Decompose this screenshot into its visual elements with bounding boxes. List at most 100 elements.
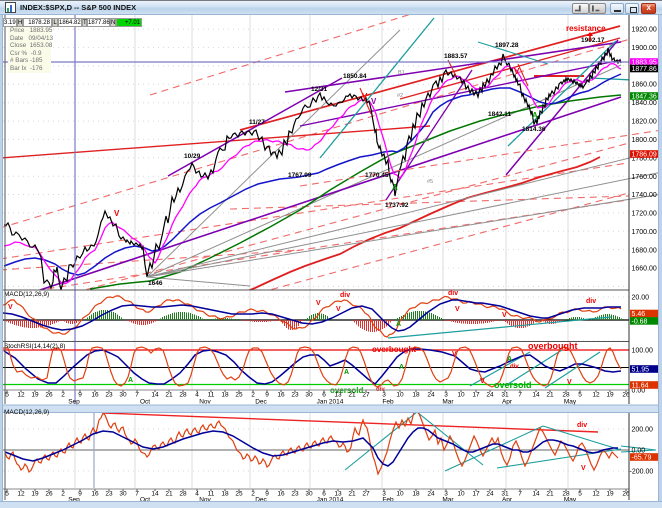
svg-text:Oct: Oct (140, 497, 150, 504)
svg-text:1860.00: 1860.00 (632, 82, 657, 89)
svg-text:1740.00: 1740.00 (632, 192, 657, 199)
svg-text:oversold: oversold (494, 380, 532, 390)
svg-text:6: 6 (322, 392, 326, 399)
svg-text:25: 25 (235, 491, 243, 498)
svg-text:7: 7 (518, 491, 522, 498)
svg-text:Sep: Sep (68, 399, 80, 406)
svg-text:6: 6 (322, 491, 326, 498)
svg-text:16: 16 (91, 392, 99, 399)
svg-text:overbought: overbought (528, 341, 578, 351)
svg-text:V: V (452, 351, 457, 358)
svg-text:V: V (8, 304, 13, 311)
svg-text:10: 10 (396, 392, 404, 399)
svg-text:A: A (128, 377, 133, 384)
svg-text:17: 17 (472, 491, 480, 498)
svg-text:12: 12 (17, 491, 25, 498)
svg-text:26: 26 (45, 392, 53, 399)
svg-text:Dec: Dec (255, 497, 267, 504)
svg-text:3: 3 (444, 491, 448, 498)
svg-text:19: 19 (31, 491, 39, 498)
svg-text:1770.45: 1770.45 (365, 172, 389, 179)
svg-text:7: 7 (135, 491, 139, 498)
svg-text:24: 24 (427, 392, 435, 399)
svg-text:A: A (507, 356, 512, 363)
svg-text:30: 30 (119, 491, 127, 498)
svg-text:9: 9 (265, 491, 269, 498)
svg-text:18: 18 (221, 491, 229, 498)
svg-text:Mar: Mar (442, 399, 454, 406)
svg-text:Nov: Nov (199, 497, 211, 504)
svg-text:21: 21 (348, 392, 356, 399)
svg-text:30: 30 (305, 491, 313, 498)
svg-text:23: 23 (291, 491, 299, 498)
svg-text:1847.36: 1847.36 (632, 94, 657, 101)
svg-text:2: 2 (61, 491, 65, 498)
svg-text:5: 5 (578, 392, 582, 399)
svg-text:19: 19 (606, 392, 614, 399)
svg-text:27: 27 (362, 491, 370, 498)
svg-text:13: 13 (334, 491, 342, 498)
svg-text:V: V (114, 209, 120, 218)
svg-text:MACD(12,26,9): MACD(12,26,9) (4, 291, 49, 298)
svg-text:5: 5 (5, 491, 9, 498)
svg-text:1646: 1646 (148, 280, 163, 287)
svg-text:3: 3 (382, 491, 386, 498)
svg-text:7: 7 (135, 392, 139, 399)
svg-text:23: 23 (105, 491, 113, 498)
svg-text:-0.68: -0.68 (632, 319, 648, 326)
svg-text:3: 3 (444, 392, 448, 399)
svg-text:V: V (581, 465, 586, 472)
svg-text:1820.00: 1820.00 (632, 119, 657, 126)
svg-text:2: 2 (251, 392, 255, 399)
svg-text:Dec: Dec (255, 399, 267, 406)
svg-text:div: div (340, 292, 350, 299)
svg-text:1660.00: 1660.00 (632, 266, 657, 273)
svg-text:7: 7 (518, 392, 522, 399)
svg-text:30: 30 (305, 392, 313, 399)
svg-text:V: V (362, 92, 368, 101)
svg-text:resistance: resistance (566, 24, 606, 33)
svg-text:div: div (577, 422, 587, 429)
svg-text:Sep: Sep (68, 497, 80, 504)
svg-text:14: 14 (151, 392, 159, 399)
svg-text:26: 26 (622, 491, 630, 498)
svg-text:16: 16 (277, 491, 285, 498)
svg-text:23: 23 (105, 392, 113, 399)
svg-text:18: 18 (221, 392, 229, 399)
svg-text:V: V (371, 97, 377, 106)
svg-text:div: div (586, 298, 596, 305)
svg-text:28: 28 (179, 491, 187, 498)
svg-text:#4: #4 (423, 138, 429, 144)
svg-text:26: 26 (45, 491, 53, 498)
svg-text:div: div (448, 290, 458, 297)
svg-text:Jan 2014: Jan 2014 (317, 399, 344, 406)
svg-text:200.00: 200.00 (632, 427, 654, 434)
svg-text:1850.84: 1850.84 (343, 73, 367, 80)
svg-text:21: 21 (348, 491, 356, 498)
svg-text:May: May (564, 399, 577, 406)
svg-text:25: 25 (235, 392, 243, 399)
svg-text:1883.57: 1883.57 (444, 53, 468, 60)
svg-text:A: A (344, 369, 349, 376)
svg-text:#5: #5 (427, 179, 433, 185)
svg-text:26: 26 (622, 392, 630, 399)
svg-text:Mar: Mar (442, 497, 454, 504)
svg-text:V: V (514, 67, 520, 76)
svg-text:16: 16 (277, 392, 285, 399)
svg-text:Apr: Apr (502, 399, 513, 406)
svg-text:14: 14 (532, 392, 540, 399)
svg-text:10: 10 (396, 491, 404, 498)
svg-text:21: 21 (546, 392, 554, 399)
svg-text:1840.00: 1840.00 (632, 100, 657, 107)
svg-text:V: V (316, 300, 321, 307)
svg-text:20.00: 20.00 (632, 295, 650, 302)
svg-text:19: 19 (606, 491, 614, 498)
svg-text:12: 12 (592, 491, 600, 498)
svg-text:21: 21 (546, 491, 554, 498)
svg-text:11: 11 (208, 392, 215, 399)
svg-text:11.64: 11.64 (632, 383, 649, 390)
svg-text:100.00: 100.00 (632, 348, 654, 355)
svg-text:11: 11 (208, 491, 215, 498)
svg-text:Feb: Feb (382, 399, 394, 406)
svg-text:9: 9 (265, 392, 269, 399)
